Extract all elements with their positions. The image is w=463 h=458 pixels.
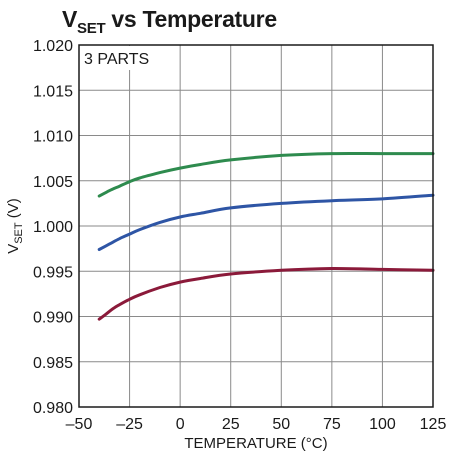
y-axis-label-rest: (V) xyxy=(5,198,22,222)
chart-title: VSET vs Temperature xyxy=(62,6,277,37)
plot-frame xyxy=(78,44,434,408)
y-tick-label: 0.985 xyxy=(33,355,73,372)
x-tick-label: –50 xyxy=(66,416,93,433)
title-rest: vs Temperature xyxy=(105,6,277,32)
annotation-3-parts: 3 PARTS xyxy=(84,51,149,68)
x-tick-labels: –50 –25 0 25 50 75 100 125 xyxy=(66,416,447,433)
annotation-box xyxy=(80,46,155,70)
series-line-2 xyxy=(97,193,435,251)
x-tick-label: 25 xyxy=(222,416,240,433)
title-main: V xyxy=(62,6,78,32)
x-tick-label: 100 xyxy=(369,416,396,433)
y-tick-label: 0.995 xyxy=(33,264,73,281)
y-axis-label-main: V xyxy=(5,244,22,254)
x-tick-label: 50 xyxy=(272,416,290,433)
y-axis-label-subscript: SET xyxy=(13,222,25,244)
y-tick-label: 1.015 xyxy=(33,83,73,100)
grid xyxy=(78,44,434,408)
series-line-1 xyxy=(97,151,435,198)
y-tick-label: 0.980 xyxy=(33,400,73,417)
y-tick-label: 1.005 xyxy=(33,174,73,191)
y-tick-labels: 0.980 0.985 0.990 0.995 1.000 1.005 1.010 1.015… xyxy=(33,38,73,417)
series-group xyxy=(97,151,435,321)
y-tick-label: 0.990 xyxy=(33,310,73,327)
series-line-3 xyxy=(97,266,435,321)
x-axis-label: TEMPERATURE (°C) xyxy=(184,435,327,452)
x-tick-label: 125 xyxy=(420,416,447,433)
title-subscript: SET xyxy=(77,20,106,37)
y-tick-label: 1.000 xyxy=(33,219,73,236)
y-tick-label: 1.010 xyxy=(33,129,73,146)
x-tick-label: 0 xyxy=(176,416,185,433)
y-axis-label: VSET (V) xyxy=(5,198,25,254)
x-tick-label: 75 xyxy=(323,416,341,433)
y-tick-label: 1.020 xyxy=(33,38,73,55)
x-tick-label: –25 xyxy=(116,416,143,433)
